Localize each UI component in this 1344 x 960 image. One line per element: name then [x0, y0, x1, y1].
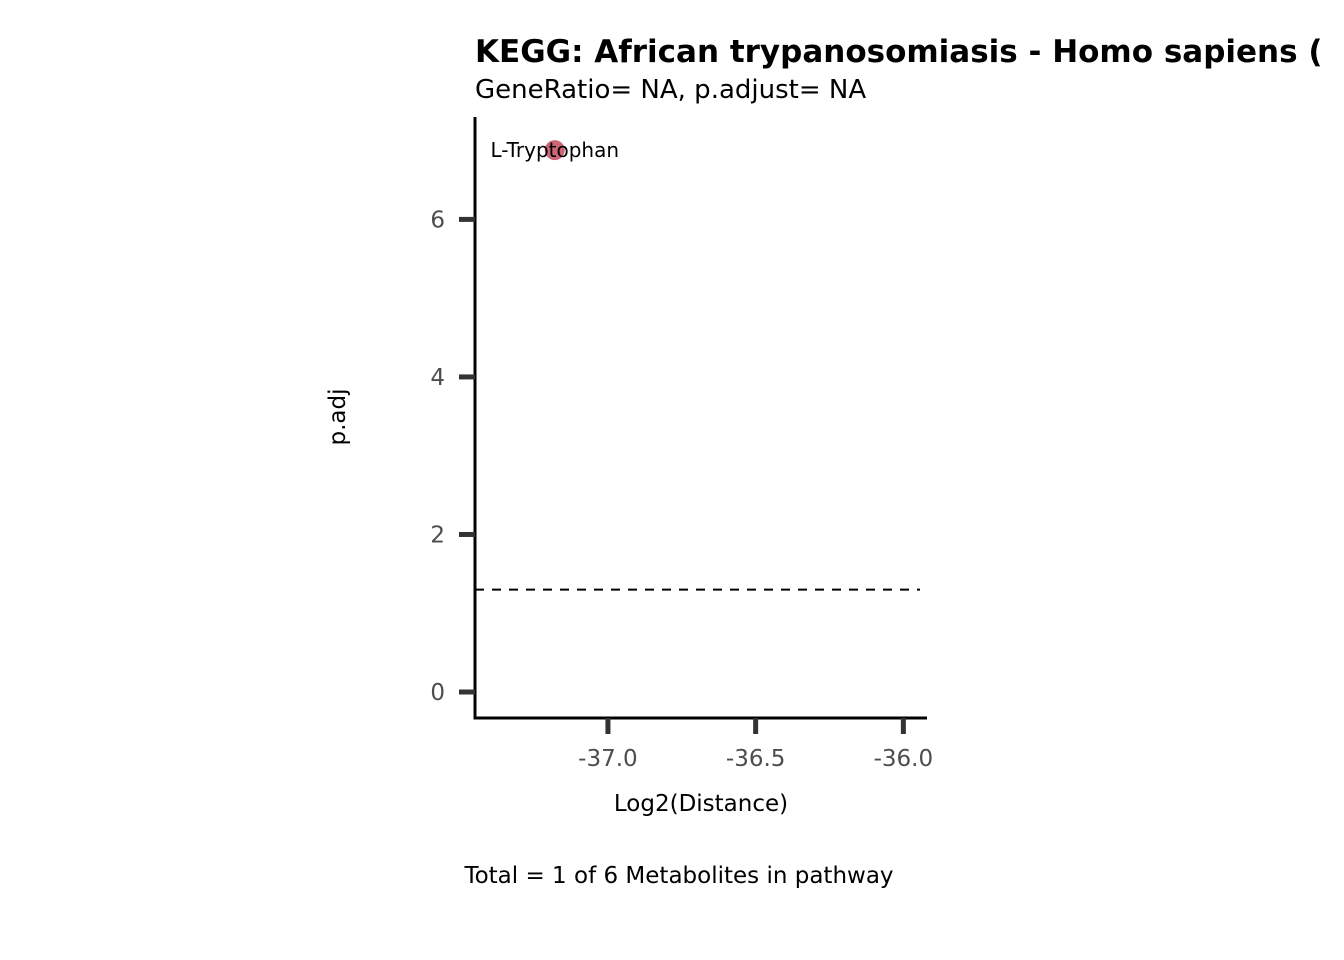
x-tick-label: -36.0: [874, 746, 934, 772]
x-tick-label: -37.0: [578, 746, 638, 772]
data-points: L-Tryptophan: [490, 138, 619, 162]
y-axis-title: p.adj: [325, 389, 351, 446]
x-axis-title: Log2(Distance): [614, 791, 788, 817]
chart-subtitle: GeneRatio= NA, p.adjust= NA: [475, 75, 866, 105]
ticks: 0 2 4 6 -37.0 -36.5 -36.0: [430, 207, 933, 772]
y-tick-label: 2: [430, 522, 445, 548]
chart-title: KEGG: African trypanosomiasis - Homo sap…: [475, 34, 1323, 70]
chart-caption: Total = 1 of 6 Metabolites in pathway: [463, 863, 893, 889]
data-point: [544, 140, 565, 161]
y-tick-label: 6: [430, 207, 445, 233]
axes: [473, 117, 927, 720]
y-tick-label: 0: [430, 680, 445, 706]
x-tick-label: -36.5: [726, 746, 786, 772]
y-tick-label: 4: [430, 365, 445, 391]
data-point-label: L-Tryptophan: [490, 138, 619, 162]
